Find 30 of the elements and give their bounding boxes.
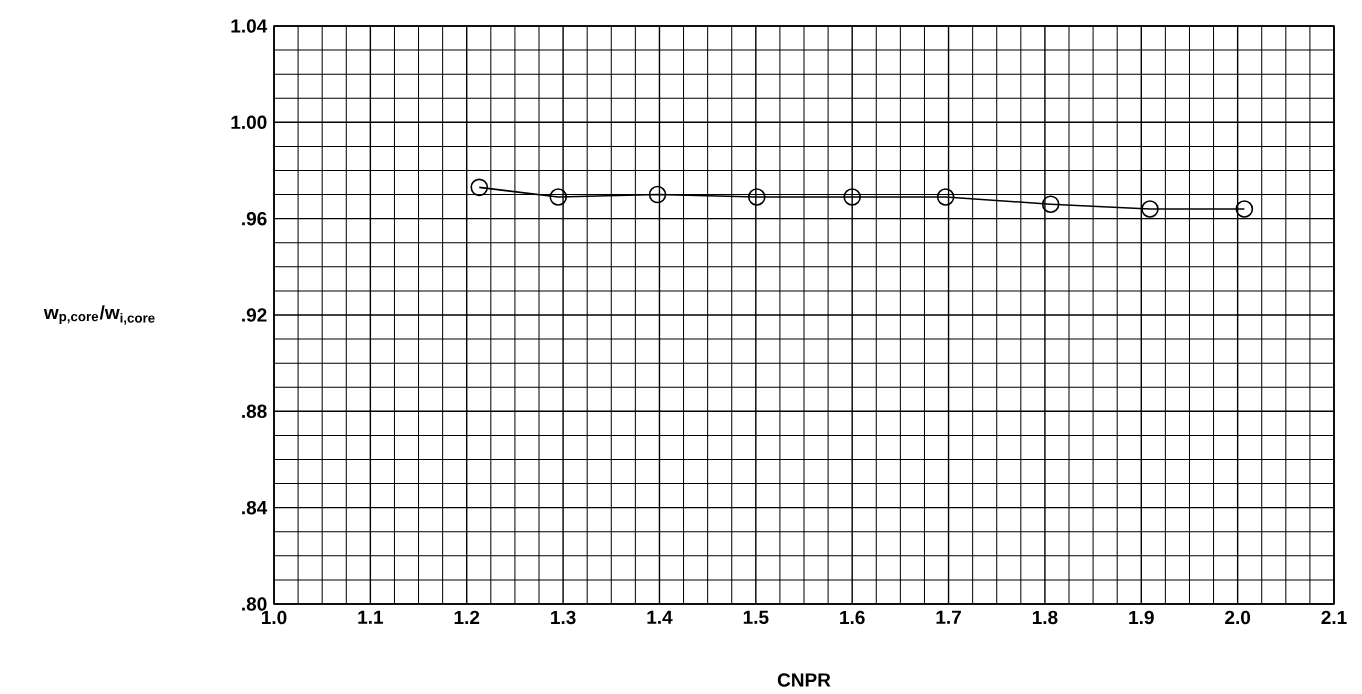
y-tick-label: .88 — [242, 404, 267, 419]
y-tick-label: .84 — [242, 500, 268, 515]
point — [648, 185, 667, 204]
point — [1141, 200, 1159, 218]
point — [1041, 195, 1060, 213]
point — [1235, 200, 1254, 218]
y-tick-label: 1.04 — [231, 19, 268, 33]
x-tick-label: 1.3 — [551, 610, 576, 625]
point — [549, 188, 568, 206]
point — [747, 188, 766, 206]
x-tick-label: 1.6 — [840, 610, 865, 625]
point — [470, 178, 489, 197]
x-tick-label: 1.7 — [936, 610, 961, 624]
x-tick-label: 1.5 — [743, 610, 769, 624]
x-tick-label: 1.9 — [1129, 610, 1154, 625]
y-tick-label: .92 — [242, 308, 267, 322]
x-tick-label: 2.0 — [1225, 610, 1251, 625]
x-tick-label: 2.1 — [1321, 610, 1347, 624]
y-axis-title: w$_{p,core}$/w$_{i,core}$ — [43, 305, 155, 325]
x-tick-label: 1.1 — [358, 610, 384, 624]
y-tick-label: .96 — [242, 211, 267, 226]
x-axis-title: CNPR — [777, 673, 831, 687]
y-tick-label: .80 — [242, 597, 267, 611]
x-tick-label: 1.4 — [647, 610, 673, 624]
point — [936, 188, 955, 206]
x-tick-label: 1.8 — [1032, 610, 1058, 625]
point — [843, 188, 861, 206]
x-tick-label: 1.0 — [261, 610, 287, 625]
x-tick-label: 1.2 — [454, 610, 480, 624]
y-tick-label: 1.00 — [231, 115, 267, 130]
